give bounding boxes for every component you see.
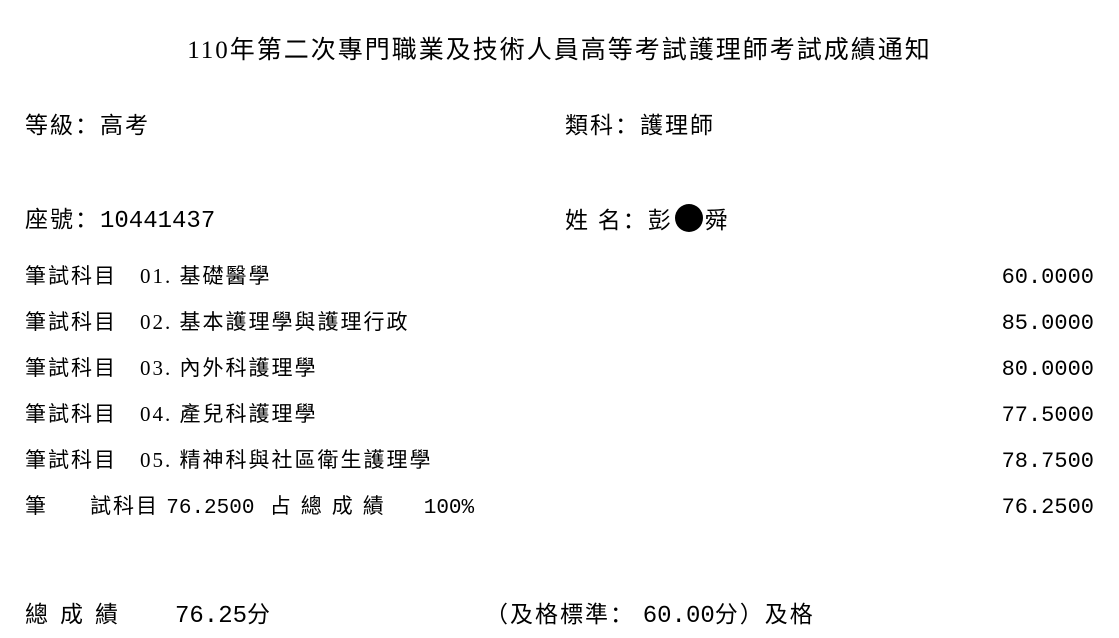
weighted-avg: 76.2500 [166,497,254,520]
subject-score: 85.0000 [984,311,1094,336]
final-row: 總成績 76.25分 （及格標準： 60.00分）及格 [25,595,1094,630]
redacted-circle-icon [675,204,703,232]
subject-name: 03. 內外科護理學 [140,352,984,382]
final-score-unit: 分 [247,602,272,627]
subject-label: 筆試科目 [25,398,140,428]
final-score: 76.25分 [175,595,485,630]
name-given: 舜 [705,201,730,235]
pass-suffix: 分）及格 [715,602,815,627]
info-row-1: 等級：高考 類科：護理師 [25,106,1094,140]
weighted-label-part2: 試科目 [90,494,166,518]
subject-label: 筆試科目 [25,260,140,290]
subject-row: 筆試科目05. 精神科與社區衛生護理學78.7500 [25,444,1094,474]
subject-row: 筆試科目03. 內外科護理學80.0000 [25,352,1094,382]
final-score-num: 76.25 [175,603,247,630]
category-label: 類科： [565,113,640,138]
pass-prefix: （及格標準： [485,602,643,627]
level-label: 等級： [25,113,100,138]
level-value: 高考 [100,113,150,138]
weighted-label: 筆 [25,490,90,520]
subject-name: 04. 產兒科護理學 [140,398,984,428]
name-field: 姓 名：彭舜 [565,200,1094,235]
seat-value: 10441437 [100,208,215,235]
subject-name: 01. 基礎醫學 [140,260,984,290]
level-field: 等級：高考 [25,106,565,140]
final-pass: （及格標準： 60.00分）及格 [485,595,1094,630]
weighted-content: 試科目 76.2500 占總成績 100% [90,490,984,520]
weighted-row: 筆 試科目 76.2500 占總成績 100% 76.2500 [25,490,1094,520]
name-label: 姓 名： [565,201,648,235]
subject-name: 05. 精神科與社區衛生護理學 [140,444,984,474]
seat-label: 座號： [25,207,100,232]
subject-score: 80.0000 [984,357,1094,382]
category-value: 護理師 [640,113,715,138]
subject-row: 筆試科目02. 基本護理學與護理行政85.0000 [25,306,1094,336]
subject-label: 筆試科目 [25,306,140,336]
subject-label: 筆試科目 [25,444,140,474]
weighted-percent: 100% [424,497,474,520]
name-surname: 彭 [648,201,673,235]
document-title: 110年第二次專門職業及技術人員高等考試護理師考試成績通知 [25,30,1094,66]
subject-score: 78.7500 [984,449,1094,474]
subject-score: 60.0000 [984,265,1094,290]
weighted-text2: 占總成績 [254,494,393,518]
seat-field: 座號：10441437 [25,200,565,235]
subject-row: 筆試科目01. 基礎醫學60.0000 [25,260,1094,290]
subject-score: 77.5000 [984,403,1094,428]
subject-name: 02. 基本護理學與護理行政 [140,306,984,336]
weighted-label-part1: 筆 [25,494,48,518]
info-row-2: 座號：10441437 姓 名：彭舜 [25,200,1094,235]
category-field: 類科：護理師 [565,106,1094,140]
final-label: 總成績 [25,595,175,629]
subject-label: 筆試科目 [25,352,140,382]
pass-score: 60.00 [643,603,715,630]
weighted-score: 76.2500 [984,495,1094,520]
subject-row: 筆試科目04. 產兒科護理學77.5000 [25,398,1094,428]
